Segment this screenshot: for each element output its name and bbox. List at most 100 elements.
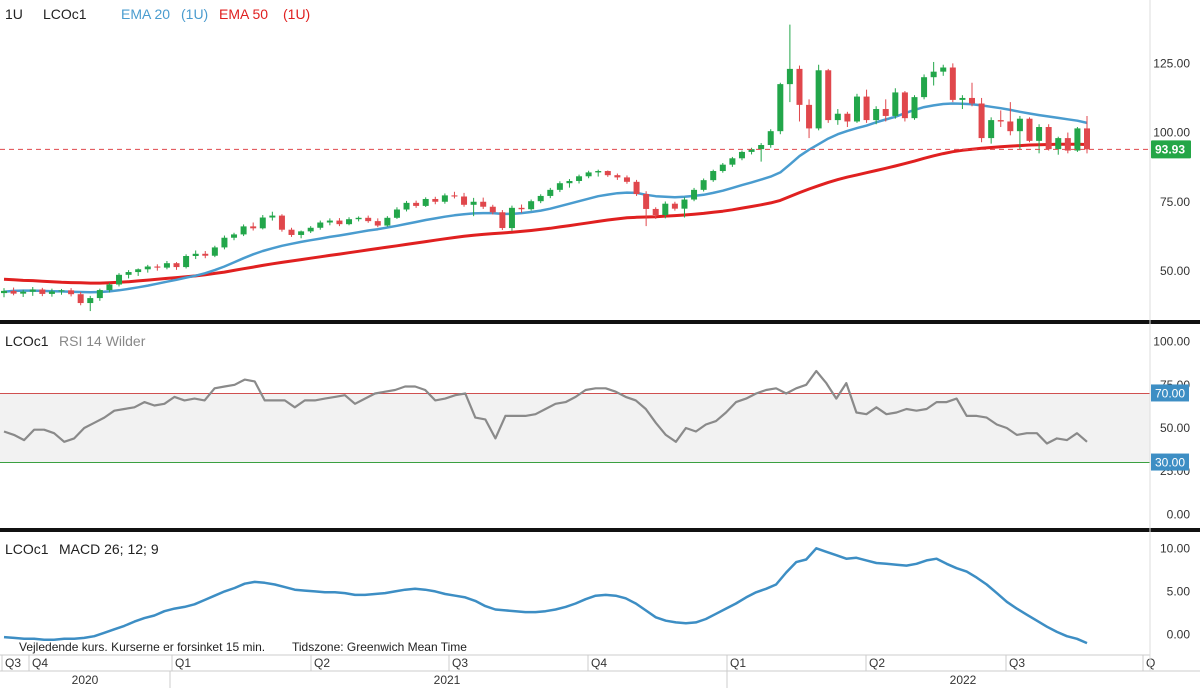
candle[interactable]: [48, 288, 55, 297]
candle[interactable]: [384, 216, 391, 227]
candle[interactable]: [221, 235, 228, 250]
macd-line[interactable]: [3, 547, 1088, 645]
macd-pane[interactable]: 10.00 5.00 0.00 LCOc1 MACD 26; 12; 9 Vejle…: [3, 541, 1190, 654]
candle[interactable]: [365, 215, 372, 223]
candle[interactable]: [1074, 127, 1081, 152]
candle[interactable]: [39, 287, 46, 297]
candle[interactable]: [154, 264, 161, 271]
candle[interactable]: [202, 251, 209, 259]
candle[interactable]: [681, 197, 688, 218]
candle[interactable]: [231, 232, 238, 241]
candle[interactable]: [68, 288, 75, 297]
candle[interactable]: [576, 174, 583, 184]
candle[interactable]: [547, 187, 554, 199]
candle[interactable]: [326, 218, 333, 226]
ema20-legend-label[interactable]: EMA 20: [121, 6, 170, 22]
candle[interactable]: [767, 129, 774, 148]
candle[interactable]: [662, 201, 669, 219]
candle[interactable]: [1036, 124, 1043, 154]
candle[interactable]: [528, 199, 535, 211]
candle[interactable]: [240, 224, 247, 237]
candle[interactable]: [288, 227, 295, 237]
candle[interactable]: [211, 245, 218, 258]
candle[interactable]: [834, 109, 841, 125]
candle[interactable]: [96, 288, 103, 301]
candle[interactable]: [346, 217, 353, 226]
candle[interactable]: [968, 82, 975, 107]
candle[interactable]: [758, 143, 765, 162]
candle[interactable]: [518, 204, 525, 213]
candle[interactable]: [1016, 115, 1023, 150]
candle[interactable]: [796, 65, 803, 122]
candle[interactable]: [844, 111, 851, 128]
candle[interactable]: [336, 218, 343, 227]
candle[interactable]: [604, 170, 611, 177]
candle[interactable]: [777, 82, 784, 135]
candle[interactable]: [374, 218, 381, 228]
candle[interactable]: [671, 201, 678, 211]
candle[interactable]: [116, 273, 123, 287]
candle[interactable]: [997, 110, 1004, 128]
candle[interactable]: [317, 220, 324, 230]
candle[interactable]: [1064, 132, 1071, 154]
candle[interactable]: [144, 264, 151, 273]
candle[interactable]: [786, 24, 793, 103]
candle[interactable]: [873, 106, 880, 125]
candle[interactable]: [29, 287, 36, 296]
symbol-label[interactable]: LCOc1: [43, 6, 87, 22]
candle[interactable]: [441, 193, 448, 204]
candle[interactable]: [87, 295, 94, 312]
time-axis[interactable]: Q3 Q4 Q1 Q2 Q3 Q4 Q1 Q2 Q3 Q 2020 2021 2022: [0, 654, 1200, 688]
macd-indicator-label[interactable]: MACD 26; 12; 9: [59, 541, 159, 557]
candle[interactable]: [556, 181, 563, 193]
candle[interactable]: [508, 205, 515, 231]
candle[interactable]: [1045, 124, 1052, 151]
candle[interactable]: [106, 282, 113, 293]
candle[interactable]: [393, 207, 400, 219]
candle[interactable]: [623, 175, 630, 184]
candle[interactable]: [259, 215, 266, 230]
candle[interactable]: [959, 95, 966, 110]
candle[interactable]: [451, 191, 458, 199]
candle[interactable]: [978, 97, 985, 143]
candle[interactable]: [921, 74, 928, 100]
candle[interactable]: [633, 179, 640, 196]
candle[interactable]: [1084, 115, 1090, 154]
candle[interactable]: [1007, 102, 1014, 136]
candle[interactable]: [250, 222, 257, 231]
candle[interactable]: [901, 91, 908, 122]
candle[interactable]: [480, 197, 487, 209]
candle[interactable]: [135, 268, 142, 276]
candle[interactable]: [422, 197, 429, 208]
candle[interactable]: [911, 95, 918, 120]
candle[interactable]: [566, 179, 573, 188]
candle[interactable]: [10, 287, 17, 296]
candle[interactable]: [403, 200, 410, 212]
candle[interactable]: [278, 214, 285, 232]
candle[interactable]: [192, 250, 199, 260]
candle[interactable]: [719, 163, 726, 173]
candle[interactable]: [882, 99, 889, 122]
candle[interactable]: [892, 88, 899, 119]
candle[interactable]: [461, 192, 468, 207]
candle[interactable]: [537, 194, 544, 204]
candle[interactable]: [643, 191, 650, 227]
candle[interactable]: [988, 117, 995, 144]
candle[interactable]: [949, 63, 956, 103]
candle[interactable]: [700, 178, 707, 192]
price-pane[interactable]: 93.93 125.00 100.00 75.00 50.00 1U LCOc1 EM…: [0, 6, 1191, 312]
candle[interactable]: [355, 216, 362, 222]
candle[interactable]: [413, 200, 420, 208]
candle[interactable]: [298, 230, 305, 239]
candle[interactable]: [1026, 117, 1033, 143]
rsi-line[interactable]: [3, 369, 1088, 445]
candle[interactable]: [930, 61, 937, 86]
pane-separator-bottom[interactable]: [0, 528, 1200, 532]
candle[interactable]: [652, 207, 659, 219]
candle[interactable]: [269, 211, 276, 221]
pane-separator-top[interactable]: [0, 320, 1200, 324]
candle[interactable]: [691, 187, 698, 202]
candle[interactable]: [614, 173, 621, 180]
